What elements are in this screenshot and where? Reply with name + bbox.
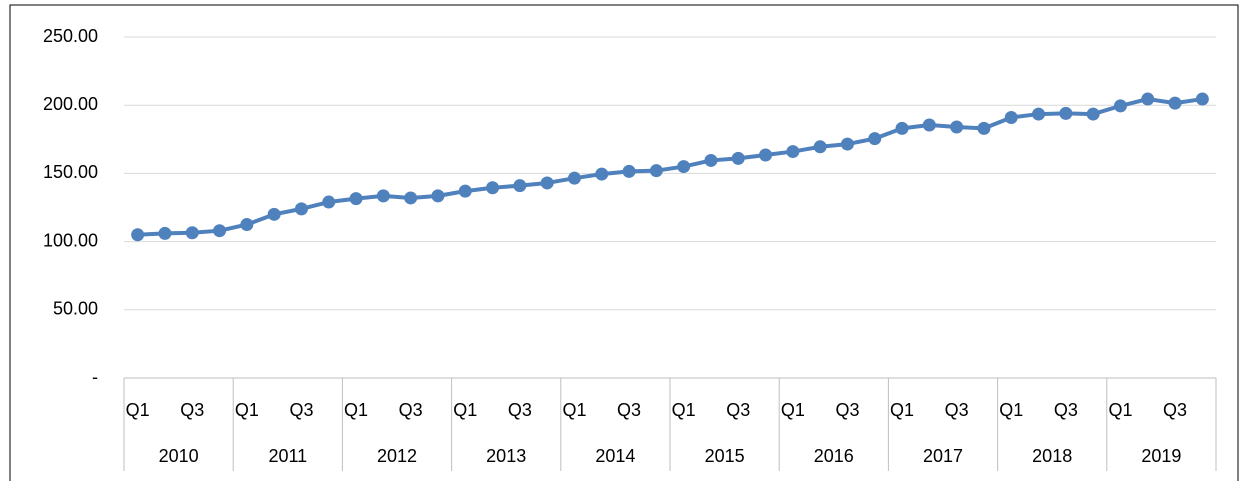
data-point <box>486 181 500 195</box>
x-tick-label: Q3 <box>508 400 532 420</box>
data-point <box>704 153 718 167</box>
group-label: 2012 <box>377 446 417 466</box>
y-tick-label: 100.00 <box>43 230 98 250</box>
y-tick-label: 150.00 <box>43 162 98 182</box>
x-tick-label: Q1 <box>1108 400 1132 420</box>
x-tick-label: Q3 <box>726 400 750 420</box>
data-point <box>1004 110 1018 124</box>
data-point <box>1059 106 1073 120</box>
data-point <box>349 192 363 206</box>
x-tick-label: Q3 <box>399 400 423 420</box>
x-tick-label: Q3 <box>617 400 641 420</box>
data-point <box>977 121 991 135</box>
x-tick-label: Q3 <box>289 400 313 420</box>
data-point <box>1141 92 1155 106</box>
data-point <box>567 171 581 185</box>
data-point <box>213 224 227 238</box>
group-label: 2016 <box>814 446 854 466</box>
x-tick-label: Q3 <box>835 400 859 420</box>
x-tick-label: Q1 <box>562 400 586 420</box>
group-label: 2014 <box>595 446 635 466</box>
data-point <box>1032 107 1046 121</box>
data-point <box>540 176 554 190</box>
x-tick-label: Q1 <box>344 400 368 420</box>
data-point <box>895 121 909 135</box>
x-tick-label: Q1 <box>999 400 1023 420</box>
data-point <box>1113 99 1127 113</box>
data-point <box>677 160 691 174</box>
x-tick-label: Q3 <box>1054 400 1078 420</box>
data-point <box>376 189 390 203</box>
data-point <box>786 145 800 159</box>
series-line <box>137 97 1203 237</box>
data-point <box>513 179 527 193</box>
group-label: 2018 <box>1032 446 1072 466</box>
data-point <box>649 164 663 178</box>
data-point <box>840 137 854 151</box>
x-tick-label: Q1 <box>126 400 150 420</box>
data-point <box>404 191 418 205</box>
data-point <box>1168 96 1182 110</box>
x-tick-label: Q3 <box>180 400 204 420</box>
data-point <box>267 207 281 221</box>
data-point <box>868 132 882 146</box>
data-point <box>622 164 636 178</box>
group-label: 2015 <box>705 446 745 466</box>
chart-border <box>9 4 1239 481</box>
data-point <box>922 118 936 132</box>
data-point <box>322 195 336 209</box>
data-point <box>458 184 472 198</box>
data-point <box>950 120 964 134</box>
x-tick-label: Q1 <box>235 400 259 420</box>
x-tick-label: Q3 <box>1163 400 1187 420</box>
data-point <box>759 148 773 162</box>
x-tick-label: Q3 <box>945 400 969 420</box>
data-point <box>1086 107 1100 121</box>
data-point <box>158 226 172 240</box>
group-label: 2010 <box>159 446 199 466</box>
data-point <box>1195 92 1209 106</box>
y-tick-label: - <box>92 367 98 387</box>
x-tick-label: Q1 <box>453 400 477 420</box>
group-label: 2019 <box>1141 446 1181 466</box>
group-label: 2013 <box>486 446 526 466</box>
data-point <box>131 228 145 242</box>
x-tick-label: Q1 <box>890 400 914 420</box>
group-label: 2011 <box>268 446 307 466</box>
x-tick-label: Q1 <box>672 400 696 420</box>
data-point <box>813 140 827 154</box>
group-label: 2017 <box>923 446 963 466</box>
data-point <box>294 202 308 216</box>
x-tick-label: Q1 <box>781 400 805 420</box>
y-tick-label: 250.00 <box>43 26 98 46</box>
data-point <box>595 167 609 181</box>
data-point <box>185 226 199 240</box>
y-tick-label: 200.00 <box>43 94 98 114</box>
data-point <box>731 151 745 165</box>
data-point <box>240 218 254 232</box>
y-tick-label: 50.00 <box>53 299 98 319</box>
data-point <box>431 189 445 203</box>
